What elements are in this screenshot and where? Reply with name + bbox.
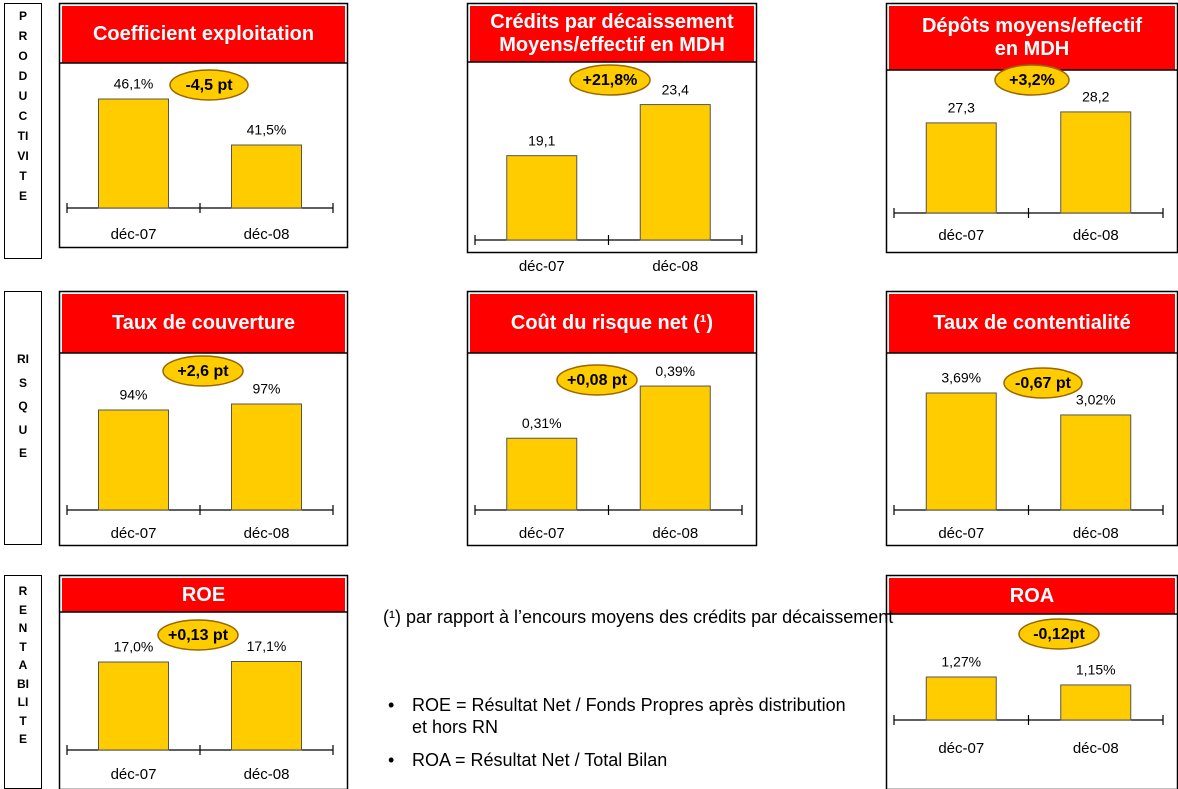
- chart-header: [889, 6, 1175, 70]
- badge: [569, 64, 651, 96]
- row-label-box: PRODUCTIVITE: [4, 3, 42, 259]
- category-label: déc-07: [938, 227, 984, 244]
- value-label: 28,2: [1082, 89, 1109, 105]
- value-label: 3,02%: [1076, 392, 1116, 408]
- bar: [231, 403, 302, 511]
- bar: [506, 437, 578, 511]
- value-label: 23,4: [662, 81, 689, 97]
- badge-label: +0,13 pt: [168, 627, 229, 644]
- category-label: déc-07: [938, 525, 984, 542]
- value-label: 27,3: [948, 100, 975, 116]
- row-label: RENTABILITE: [17, 584, 29, 746]
- chart-header: [889, 578, 1175, 614]
- chart-title: Coût du risque net (¹): [510, 312, 714, 334]
- badge: [556, 364, 638, 396]
- value-label: 17,1%: [247, 638, 287, 654]
- category-label: déc-07: [111, 525, 157, 542]
- row-label: PRODUCTIVITE: [17, 9, 29, 203]
- chart-header: [62, 578, 345, 612]
- category-label: déc-07: [111, 766, 157, 783]
- row-label-box: RENTABILITE: [4, 575, 42, 789]
- row-label-box: RISQUE: [4, 291, 42, 545]
- chart-title: Dépôts moyens/effectif en MDH: [921, 15, 1143, 60]
- chart-title: Crédits par décaissement Moyens/effectif…: [490, 11, 734, 56]
- chart-title: Coefficient exploitation: [92, 23, 315, 45]
- bullet-text: ROA = Résultat Net / Total Bilan: [412, 750, 668, 770]
- bar: [639, 104, 711, 241]
- category-label: déc-07: [938, 740, 984, 757]
- badge: [1018, 618, 1100, 650]
- category-label: déc-08: [652, 258, 698, 275]
- chart-header: [470, 294, 754, 353]
- bar: [98, 409, 169, 511]
- badge-label: +2,6 pt: [177, 363, 229, 380]
- chart-header: [470, 6, 754, 62]
- bullet: • ROE = Résultat Net / Fonds Propres aprè…: [388, 694, 858, 738]
- row-label: RISQUE: [17, 352, 29, 461]
- value-label: 1,27%: [941, 654, 981, 670]
- bullet-text: ROE = Résultat Net / Fonds Propres après…: [412, 695, 846, 737]
- badge: [1003, 367, 1083, 399]
- category-label: déc-07: [519, 525, 565, 542]
- category-label: déc-08: [244, 525, 290, 542]
- badge-label: -0,67 pt: [1015, 375, 1072, 392]
- bar: [231, 661, 302, 751]
- bar: [639, 385, 711, 511]
- bar: [1060, 111, 1132, 214]
- bar: [98, 98, 169, 209]
- bar: [1060, 684, 1132, 721]
- chart-header: [62, 6, 345, 63]
- badge-label: -0,12pt: [1033, 626, 1085, 643]
- chart-title: ROE: [181, 583, 226, 606]
- value-label: 41,5%: [247, 122, 287, 138]
- category-label: déc-07: [519, 258, 565, 275]
- value-label: 19,1: [528, 132, 555, 148]
- badge: [994, 64, 1070, 96]
- badge-label: -4,5 pt: [185, 77, 233, 94]
- bar: [925, 392, 997, 511]
- bar: [1060, 414, 1132, 511]
- bar: [231, 144, 302, 209]
- value-label: 94%: [119, 387, 147, 403]
- badge: [157, 619, 239, 651]
- badge: [162, 355, 244, 387]
- value-label: 0,31%: [522, 415, 562, 431]
- chart-title: Taux de couverture: [111, 312, 296, 334]
- badge: [169, 69, 249, 101]
- category-label: déc-08: [1073, 525, 1119, 542]
- value-label: 0,39%: [655, 363, 695, 379]
- badge-label: +21,8%: [583, 72, 638, 89]
- value-label: 46,1%: [114, 76, 154, 92]
- category-label: déc-08: [244, 226, 290, 243]
- value-label: 3,69%: [941, 370, 981, 386]
- bar: [506, 155, 578, 241]
- chart-header: [889, 294, 1175, 353]
- bar: [925, 676, 997, 721]
- badge-label: +3,2%: [1009, 72, 1055, 89]
- category-label: déc-08: [244, 766, 290, 783]
- badge-label: +0,08 pt: [567, 372, 628, 389]
- chart-title: Taux de contentialité: [933, 312, 1131, 334]
- category-label: déc-08: [1073, 227, 1119, 244]
- chart-title: ROA: [1009, 584, 1055, 607]
- category-label: déc-08: [1073, 740, 1119, 757]
- footnote: (¹) par rapport à l’encours moyens des c…: [383, 607, 894, 627]
- bar: [98, 661, 169, 751]
- chart-header: [62, 294, 345, 353]
- bullet: • ROA = Résultat Net / Total Bilan: [388, 750, 668, 770]
- category-label: déc-08: [652, 525, 698, 542]
- value-label: 17,0%: [114, 639, 154, 655]
- category-label: déc-07: [111, 226, 157, 243]
- value-label: 1,15%: [1076, 662, 1116, 678]
- bar: [925, 122, 997, 214]
- value-label: 97%: [252, 381, 280, 397]
